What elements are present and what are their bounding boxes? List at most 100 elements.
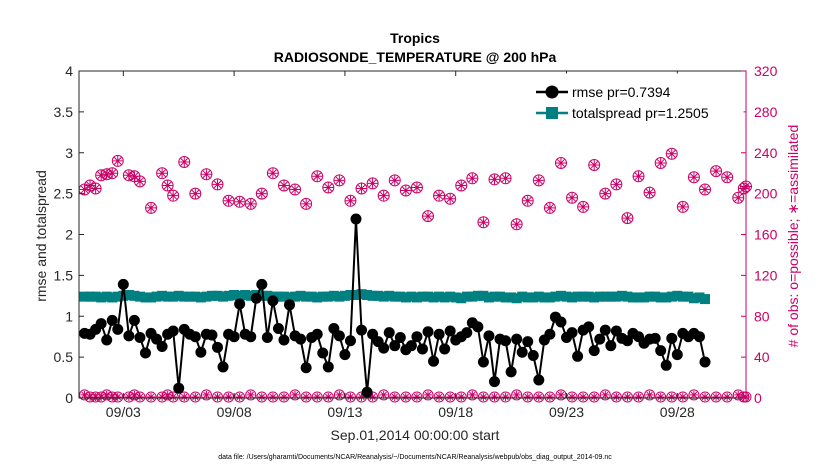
obs-assimilated-marker [423,211,434,222]
obs-possible-zero-marker [511,389,523,401]
obs-assimilated-zero-marker [512,390,521,399]
totalspread-point [544,292,555,303]
rmse-point [433,328,445,340]
obs-assimilated-zero-marker [202,390,211,399]
obs-possible-zero-marker [156,391,168,403]
rmse-point [693,331,705,343]
totalspread-point [107,292,118,303]
rmse-point [134,332,146,344]
totalspread-point [295,290,306,301]
obs-assimilated-zero-marker [235,392,244,401]
rmse-point [256,278,268,290]
obs-possible-marker [422,210,435,223]
rmse-point [117,278,129,290]
rmse-point [245,331,257,343]
obs-possible-marker [566,191,579,204]
totalspread-point [572,291,583,302]
totalspread-point [655,292,666,303]
obs-possible-zero-marker [621,391,633,403]
rmse-point [505,366,517,378]
x-tick-label: 09/23 [549,404,584,420]
obs-assimilated-marker [600,188,611,199]
totalspread-point [129,290,140,301]
obs-assimilated-marker [356,183,367,194]
totalspread-point [378,291,389,302]
rmse-point [311,328,323,340]
obs-assimilated-zero-marker [279,392,288,401]
totalspread-point [384,290,395,301]
obs-assimilated-zero-marker [701,392,709,401]
rmse-point [583,321,595,333]
totalspread-point [162,291,173,302]
totalspread-point [472,290,483,301]
rmse-point [156,340,168,352]
obs-assimilated-marker [533,175,544,186]
obs-possible-zero-marker [644,389,656,401]
obs-possible-marker [699,183,712,196]
totalspread-point [140,292,151,303]
obs-assimilated-zero-marker [678,392,687,401]
obs-assimilated-zero-marker [490,392,499,401]
totalspread-point [650,291,661,302]
obs-assimilated-marker [90,183,101,194]
obs-assimilated-marker [168,190,179,201]
right-axis: 0 40 80 120 160 200 240 280 320 [741,63,778,406]
rmse-point [333,330,345,342]
obs-possible-marker [621,212,634,225]
obs-possible-marker [433,189,446,202]
obs-assimilated-marker [544,202,555,213]
obs-possible-zero-marker [101,389,113,401]
obs-assimilated-marker [467,173,478,184]
obs-possible-marker [266,167,279,180]
y-tick-label: 1.5 [54,267,74,283]
rmse-layer [79,213,711,398]
obs-possible-marker [399,184,412,197]
obs-possible-zero-marker [211,391,223,403]
left-axis: 0 0.5 1 1.5 2 2.5 3 3.5 4 [54,63,84,406]
obs-possible-marker [721,171,734,184]
obs-assimilated-marker [146,202,157,213]
totalspread-point [373,290,384,301]
obs-possible-zero-marker [178,391,190,403]
y-right-tick-label: 120 [754,267,778,283]
obs-assimilated-marker [522,195,533,206]
y-axis-label: rmse and totalspread [33,170,49,302]
obs-assimilated-zero-marker [534,392,543,401]
obs-assimilated-zero-marker [612,392,621,401]
obs-possible-zero-marker [433,391,445,403]
obs-possible-zero-marker [677,391,689,403]
obs-possible-zero-marker [544,391,556,403]
obs-possible-marker [444,192,457,205]
obs-assimilated-marker [112,155,123,166]
legend-rmse-label: rmse pr=0.7394 [572,84,671,100]
obs-possible-marker [543,201,556,214]
rmse-point [599,324,611,336]
totalspread-point [306,291,317,302]
totalspread-point [356,289,367,300]
obs-assimilated-marker [323,182,334,193]
obs-assimilated-marker [334,175,345,186]
obs-assimilated-zero-marker [158,392,167,401]
totalspread-point [184,291,195,302]
rmse-point [411,331,423,343]
obs-assimilated-zero-marker [224,392,233,401]
rmse-point [101,334,113,346]
totalspread-point [539,292,550,303]
totalspread-point [212,290,223,301]
totalspread-point [218,291,229,302]
obs-possible-zero-marker [123,391,135,403]
data-file-footnote: data file: /Users/gharamti/Documents/NCA… [218,454,612,461]
obs-assimilated-marker [633,171,644,182]
obs-possible-marker [244,197,257,210]
totalspread-point [367,290,378,301]
obs-assimilated-marker [478,217,489,228]
obs-assimilated-zero-marker [291,390,300,399]
x-axis-label: Sep.01,2014 00:00:00 start [331,427,500,443]
obs-possible-zero-marker [588,391,600,403]
chart-subtitle: RADIOSONDE_TEMPERATURE @ 200 hPa [274,49,557,65]
obs-possible-marker [499,172,512,185]
obs-possible-zero-marker [500,391,512,403]
rmse-point [511,333,523,345]
totalspread-point [395,291,406,302]
obs-possible-zero-marker [189,391,201,403]
